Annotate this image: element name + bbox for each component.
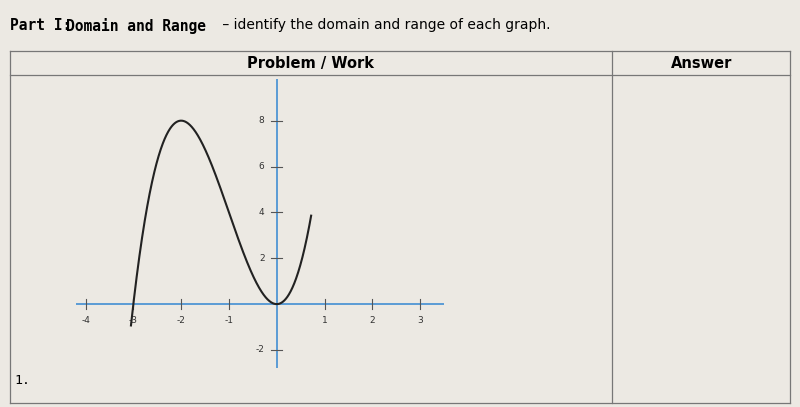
Text: Part I:: Part I: <box>10 18 79 33</box>
Text: 1.: 1. <box>14 374 30 387</box>
Text: 4: 4 <box>259 208 265 217</box>
Text: Domain and Range: Domain and Range <box>66 18 206 34</box>
Text: 6: 6 <box>259 162 265 171</box>
Text: -4: -4 <box>81 315 90 324</box>
Text: 8: 8 <box>259 116 265 125</box>
Text: 2: 2 <box>370 315 375 324</box>
Text: -2: -2 <box>177 315 186 324</box>
Text: -1: -1 <box>225 315 234 324</box>
Text: 3: 3 <box>418 315 423 324</box>
Text: Answer: Answer <box>670 56 732 70</box>
Text: – identify the domain and range of each graph.: – identify the domain and range of each … <box>218 18 550 32</box>
Text: Problem / Work: Problem / Work <box>247 56 374 70</box>
Text: 2: 2 <box>259 254 265 263</box>
Text: 1: 1 <box>322 315 327 324</box>
Text: -3: -3 <box>129 315 138 324</box>
Text: -2: -2 <box>256 346 265 354</box>
